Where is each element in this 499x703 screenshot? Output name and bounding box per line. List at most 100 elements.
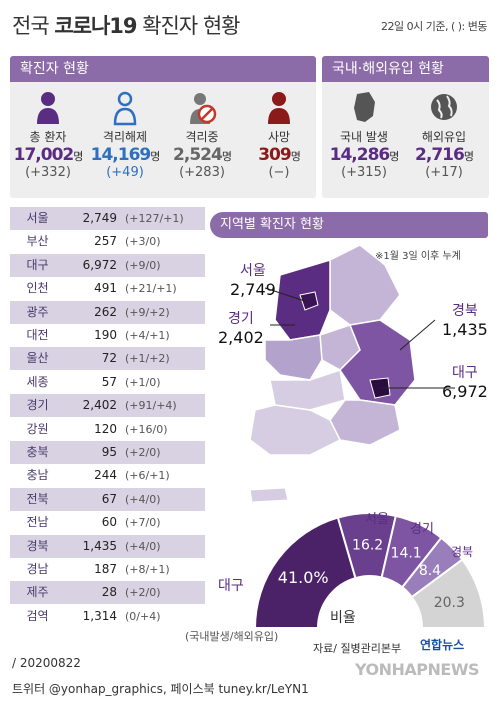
region-change: (+9/+2) [125,305,170,319]
footer-date: / 20200822 [12,656,81,670]
region-row: 대구 6,972 (+9/0) [10,253,205,277]
ratio-slice-label: 41.0% [278,568,329,587]
isolated-person-icon [187,90,217,126]
region-value: 67 [101,491,117,506]
stat-label: 국내 발생 [340,130,388,144]
origin-panel-heading: 국내·해외유입 현황 [322,56,489,82]
stat-value: 17,002명 [13,145,84,165]
stat-value: 2,524명 [173,145,232,165]
region-change: (+21/+1) [125,282,177,296]
ratio-slice [410,558,487,629]
region-value: 57 [101,374,117,389]
region-row: 광주 262 (+9/+2) [10,300,205,324]
region-row: 대전 190 (+4/+1) [10,324,205,347]
region-name: 검역 [26,608,49,623]
stat-change: (−) [268,165,290,180]
map-region-chungnam [264,334,323,381]
origin-panel-body: 국내 발생 14,286명 (+315) 해외유입 2,716명 (+17) [322,82,489,198]
region-change: (+4/0) [125,492,161,506]
ratio-daegu-name: 대구 [218,578,244,594]
region-change: (+3/0) [125,235,161,249]
region-change: (+127/+1) [125,212,184,225]
confirmed-stat-0: 총 환자 17,002명 (+332) [8,128,88,180]
region-change: (+6/+1) [125,469,170,483]
region-change: (+8/+1) [125,563,170,576]
region-name: 대전 [26,328,49,342]
region-value: 262 [94,304,117,319]
stat-value: 14,169명 [90,145,161,165]
stat-value: 309명 [258,145,301,165]
origin-stat-1: 해외유입 2,716명 (+17) [404,128,484,180]
region-value: 1,435 [82,538,117,553]
korea-map [249,244,455,503]
region-name: 강원 [26,421,49,436]
region-change: (+4/0) [125,539,161,553]
region-row: 제주 28 (+2/0) [10,581,205,605]
callout-gyeongbuk: 경북 1,435 [442,303,488,339]
region-row: 경남 187 (+8/+1) [10,558,205,581]
stat-label: 격리해제 [102,130,148,144]
confirmed-panel-body: 총 환자 17,002명 (+332) 격리해제 14,169명 (+49) 격리중… [10,82,316,198]
stat-unit: 명 [389,150,399,163]
date-note: 22일 0시 기준, ( ): 변동 [381,20,487,33]
title-highlight: 코로나19 [54,14,137,38]
origin-panel: 국내·해외유입 현황 국내 발생 14,286명 (+315) 해외유입 2,71… [322,56,489,198]
region-row: 검역 1,314 (0/+4) [10,605,205,628]
region-name: 광주 [26,304,49,319]
callout-daegu: 대구 6,972 [442,365,488,401]
quarantine-note: (국내발생/해외유입) [185,630,279,643]
region-name: 부산 [26,234,49,249]
yonhap-logo: 연합뉴스 [420,638,465,652]
region-change: (+16/0) [125,422,168,436]
region-name: 경북 [26,538,49,553]
region-name: 전남 [26,515,49,530]
stat-change: (+332) [25,165,71,180]
stat-change: (+283) [179,165,225,180]
region-value: 244 [94,468,117,483]
globe-icon [429,90,459,126]
region-name: 인천 [26,281,49,296]
map-region-gangwon [329,244,401,326]
region-name: 서울 [26,211,49,225]
stat-label: 격리중 [185,130,219,144]
region-value: 120 [94,421,117,436]
region-value: 28 [101,585,117,600]
region-change: (0/+4) [125,609,161,623]
watermark: YONHAPNEWS [355,660,480,679]
footer-social: 트위터 @yonhap_graphics, 페이스북 tuney.kr/LeYN… [12,682,309,696]
confirmed-panel-heading: 확진자 현황 [10,56,316,82]
region-name: 경기 [26,398,49,413]
map-region-jeonnam [249,404,342,456]
ratio-slice-label: 8.4 [419,563,441,579]
ratio-slice-label: 14.1 [391,546,422,562]
stat-unit: 명 [463,150,474,163]
region-table: 서울 2,749 (+127/+1) 부산 257 (+3/0) 대구 6,972 … [10,207,310,632]
region-value: 6,972 [82,257,117,272]
region-row: 충북 95 (+2/0) [10,441,205,464]
stat-unit: 명 [221,150,232,163]
region-row: 울산 72 (+1/+2) [10,347,205,371]
confirmed-panel: 확진자 현황 총 환자 17,002명 (+332) 격리해제 14,169명 (… [10,56,316,198]
region-row: 전남 60 (+7/0) [10,511,205,534]
region-row: 경북 1,435 (+4/0) [10,534,205,558]
stat-label: 해외유입 [421,130,467,144]
region-change: (+2/0) [125,446,161,459]
stat-unit: 명 [150,150,160,163]
stat-unit: 명 [73,150,83,163]
region-name: 충남 [26,468,49,483]
region-value: 491 [94,281,117,296]
origin-stat-0: 국내 발생 14,286명 (+315) [324,128,404,180]
region-value: 72 [101,351,117,366]
region-name: 경남 [26,562,49,576]
person-icon [33,90,63,126]
region-row: 충남 244 (+6/+1) [10,464,205,487]
region-name: 충북 [26,445,49,459]
map-heading: 지역별 확진자 현황 [210,212,488,238]
region-value: 257 [94,234,117,249]
callout-gyeonggi: 경기 2,402 [218,311,264,347]
map-region-gyeongnam [329,399,401,446]
region-value: 2,749 [82,211,117,225]
region-change: (+2/0) [125,586,161,600]
map-region-jeju [249,487,289,503]
confirmed-stat-2: 격리중 2,524명 (+283) [162,128,242,180]
